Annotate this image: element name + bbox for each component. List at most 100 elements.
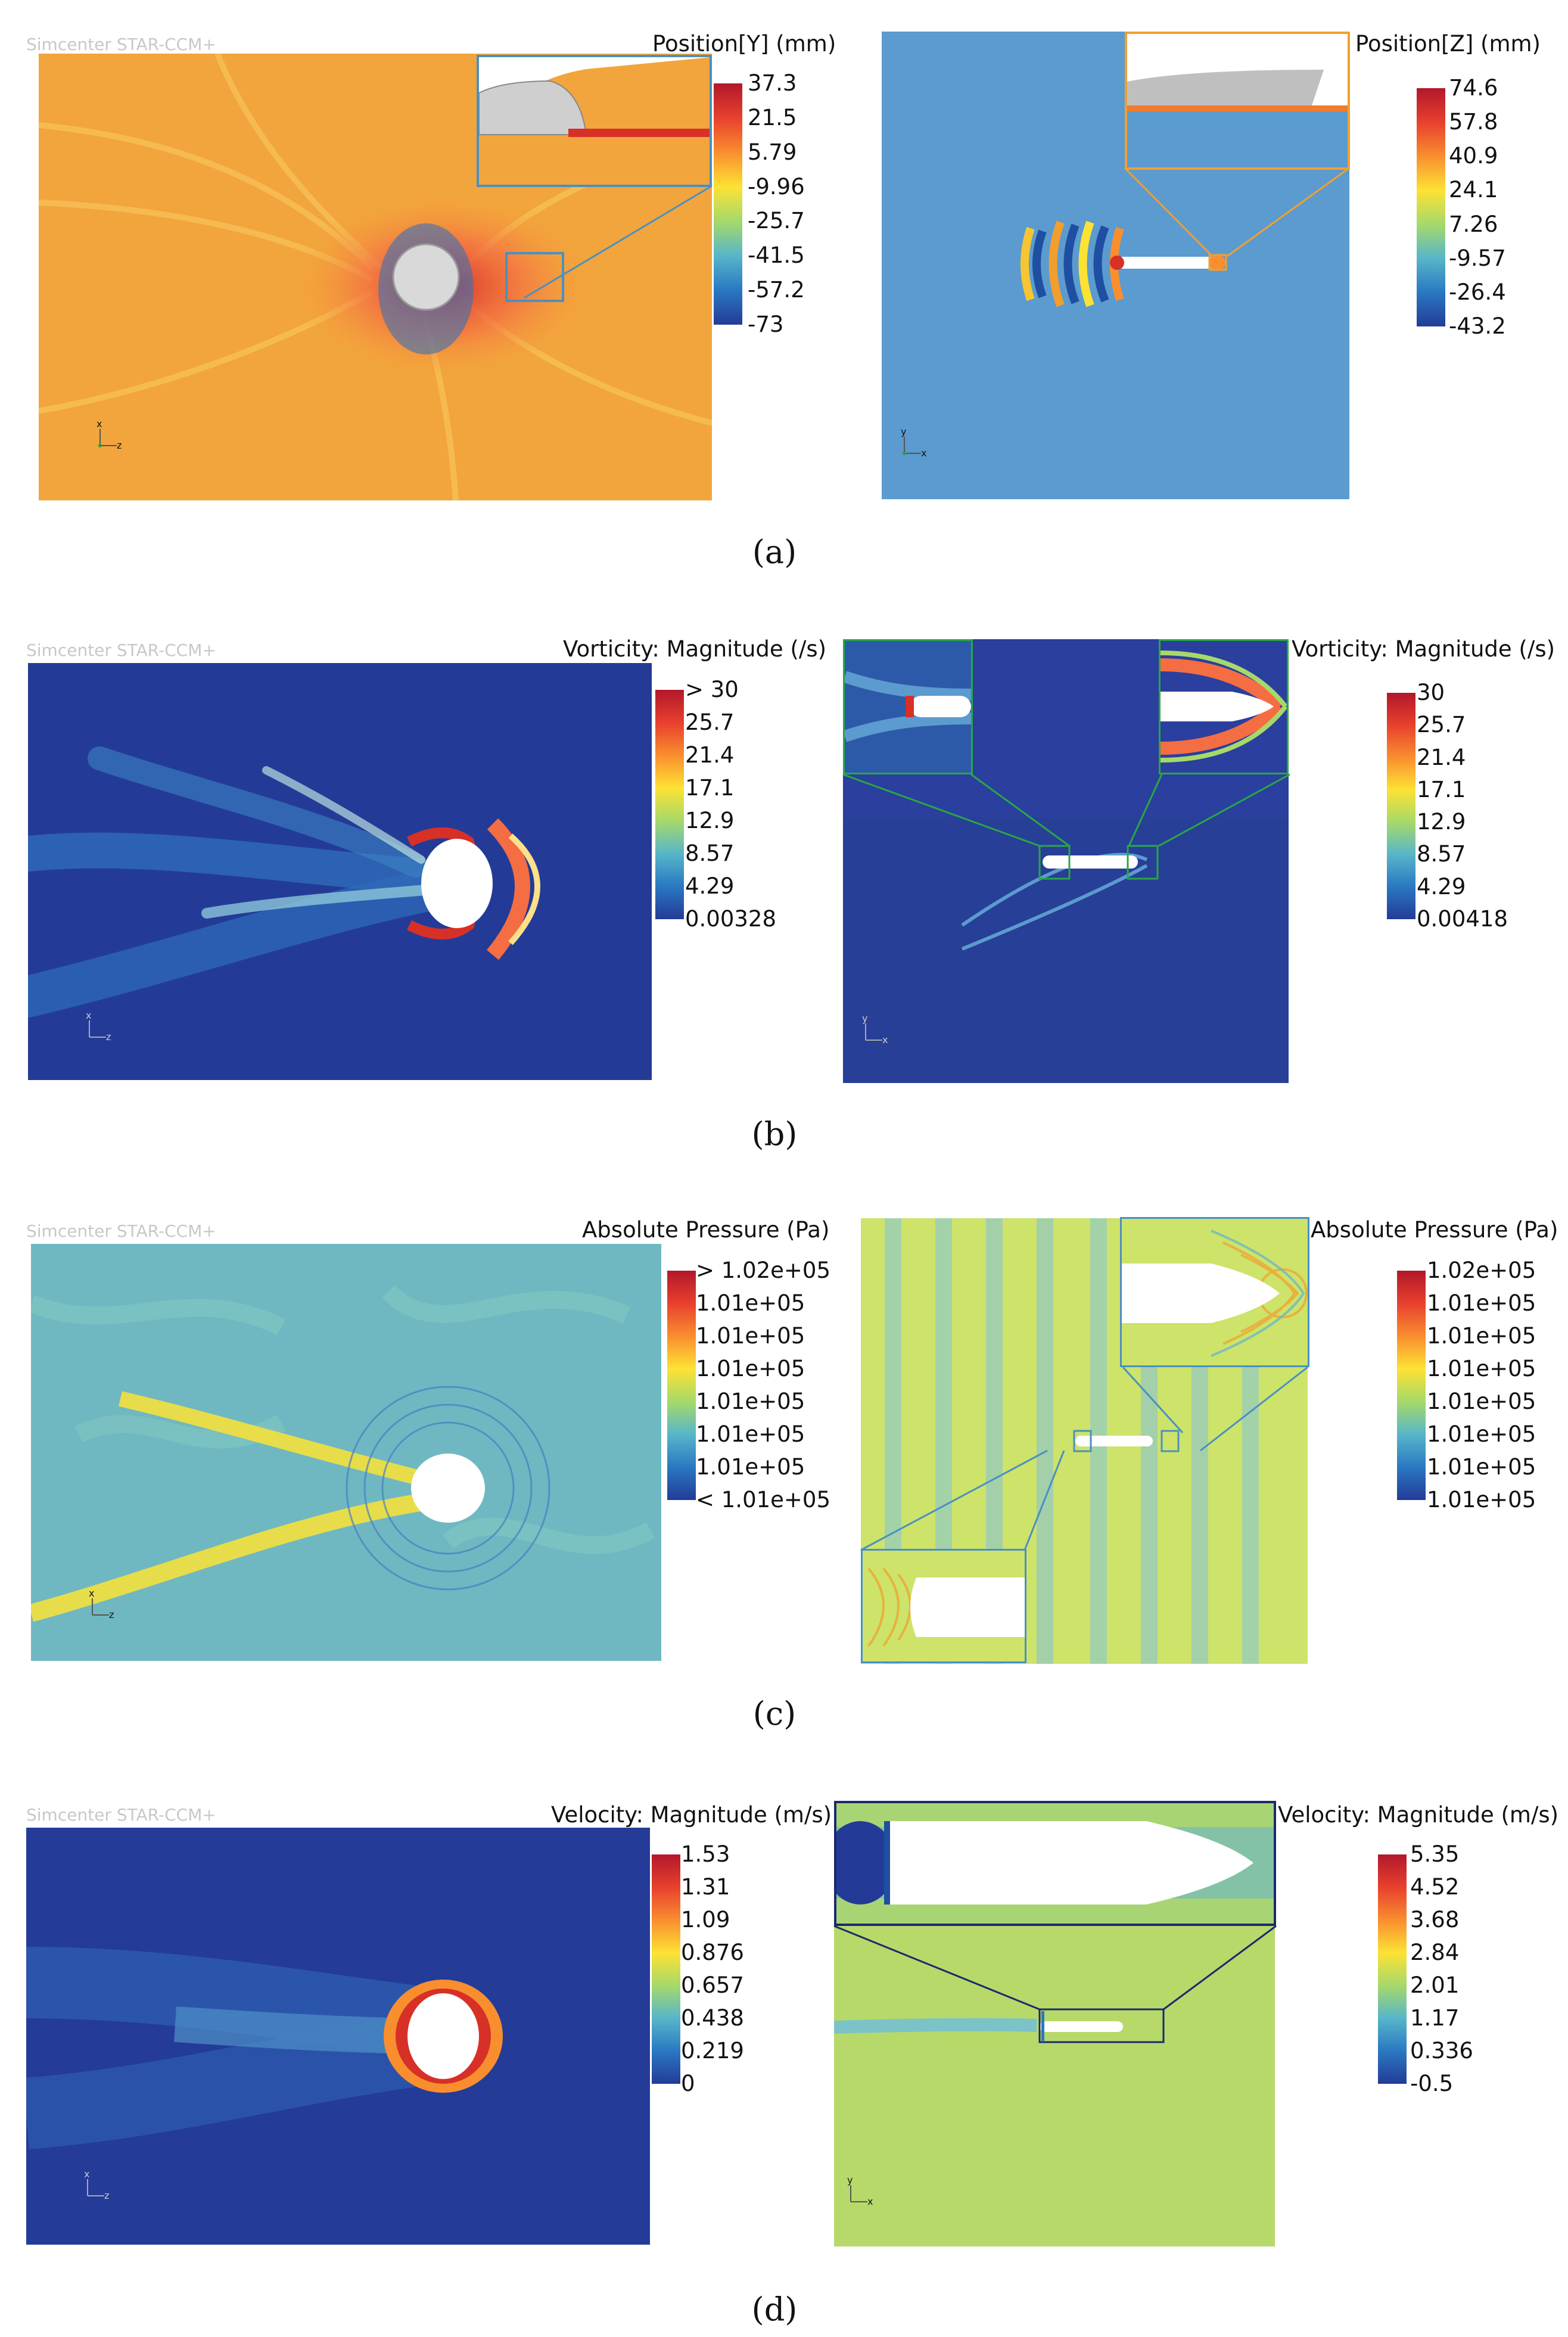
panel-d-left-field xyxy=(26,1828,650,2245)
panel-b-right-inset-left xyxy=(843,639,973,774)
panel-c-left-legend-title: Absolute Pressure (Pa) xyxy=(582,1217,830,1243)
colorbar-tick-label: < 1.01e+05 xyxy=(696,1487,830,1513)
colorbar-tick-label: 37.3 xyxy=(748,70,797,96)
axis-label-a: y xyxy=(862,1013,868,1024)
axes-triad-icon: x z xyxy=(88,1588,115,1620)
panel-a-left-colorbar xyxy=(714,83,742,325)
colorbar-tick-label: -73 xyxy=(748,312,784,337)
colorbar-tick-label: 25.7 xyxy=(1417,712,1466,738)
colorbar-tick-label: 7.26 xyxy=(1449,211,1498,237)
colorbar-tick-label: 0.00328 xyxy=(685,906,777,932)
panel-b-left-legend-title: Vorticity: Magnitude (/s) xyxy=(563,636,827,662)
colorbar-tick-label: 17.1 xyxy=(685,775,735,801)
colorbar-tick-label: 0.336 xyxy=(1410,2038,1473,2064)
panel-a-left-inset-connector xyxy=(524,185,713,299)
colorbar-tick-label: 25.7 xyxy=(685,709,735,735)
colorbar-tick-label: 1.01e+05 xyxy=(1427,1290,1536,1316)
colorbar-tick-label: -43.2 xyxy=(1449,313,1506,339)
colorbar-tick-label: 57.8 xyxy=(1449,109,1498,135)
axis-label-b: x xyxy=(867,2196,873,2207)
colorbar-tick-label: 12.9 xyxy=(1417,809,1466,835)
colorbar-tick-label: 1.17 xyxy=(1410,2005,1460,2031)
colorbar-tick-label: -9.96 xyxy=(748,173,805,200)
panel-a-right-inset xyxy=(1125,32,1350,170)
axis-label-a: x xyxy=(84,2168,90,2180)
colorbar-tick-label: 1.31 xyxy=(681,1874,730,1900)
panel-c-left-field xyxy=(31,1244,661,1661)
colorbar-tick-label: -41.5 xyxy=(748,242,805,269)
axes-triad-icon: y x xyxy=(846,2174,873,2207)
colorbar-tick-label: 1.01e+05 xyxy=(696,1323,805,1349)
colorbar-tick-label: 5.35 xyxy=(1410,1841,1460,1867)
panel-c-left-colorbar xyxy=(667,1271,696,1500)
panel-b-left-field xyxy=(28,663,652,1080)
panel-d-left-colorbar xyxy=(652,1854,680,2084)
axis-label-a: y xyxy=(901,426,907,437)
colorbar-tick-label: -57.2 xyxy=(748,277,805,303)
axes-triad-icon: y x xyxy=(861,1013,888,1045)
colorbar-tick-label: 2.01 xyxy=(1410,1972,1460,1998)
colorbar-tick-label: 1.01e+05 xyxy=(1427,1323,1536,1349)
panel-a-right-inset-connector xyxy=(1124,167,1350,257)
colorbar-tick-label: 21.5 xyxy=(748,104,797,130)
axis-label-a: x xyxy=(86,1010,92,1021)
colorbar-tick-label: 1.09 xyxy=(681,1907,730,1933)
colorbar-tick-label: 12.9 xyxy=(685,808,735,833)
panel-d-left-plot: x z xyxy=(26,1828,650,2245)
panel-c-right-inset-top xyxy=(1120,1217,1309,1367)
colorbar-tick-label: 21.4 xyxy=(1417,744,1466,770)
colorbar-tick-label: 0 xyxy=(681,2071,695,2096)
panel-a-right-colorbar xyxy=(1417,88,1445,326)
axes-triad-icon: x z xyxy=(83,2168,110,2201)
panel-a-left-legend-title: Position[Y] (mm) xyxy=(652,31,836,57)
colorbar-tick-label: 0.876 xyxy=(681,1940,744,1965)
colorbar-tick-label: 21.4 xyxy=(685,742,735,768)
panel-d-right-colorbar xyxy=(1378,1854,1407,2084)
colorbar-tick-label: 1.01e+05 xyxy=(1427,1356,1536,1381)
colorbar-tick-label: 1.01e+05 xyxy=(696,1454,805,1480)
colorbar-tick-label: 1.01e+05 xyxy=(1427,1389,1536,1414)
panel-a-right-legend-title: Position[Z] (mm) xyxy=(1355,31,1541,57)
colorbar-tick-label: 2.84 xyxy=(1410,1940,1460,1965)
colorbar-tick-label: 1.01e+05 xyxy=(696,1389,805,1414)
panel-b-right-colorbar xyxy=(1387,693,1415,919)
panel-c-right-legend-title: Absolute Pressure (Pa) xyxy=(1311,1217,1558,1243)
panel-b-right-inset-right xyxy=(1159,639,1289,774)
colorbar-tick-label: 74.6 xyxy=(1449,75,1498,101)
axes-triad-icon: y x xyxy=(900,426,927,459)
axis-label-a: y xyxy=(847,2174,853,2186)
panel-b-right-legend-title: Vorticity: Magnitude (/s) xyxy=(1292,636,1555,662)
colorbar-tick-label: 1.02e+05 xyxy=(1427,1258,1536,1283)
panel-c-right-colorbar xyxy=(1397,1271,1426,1500)
colorbar-tick-label: 0.657 xyxy=(681,1972,744,1998)
panel-d-right-inset xyxy=(834,1801,1276,1926)
colorbar-tick-label: 40.9 xyxy=(1449,143,1498,169)
colorbar-tick-label: 3.68 xyxy=(1410,1907,1460,1933)
axis-label-b: x xyxy=(882,1034,888,1045)
colorbar-tick-label: 17.1 xyxy=(1417,776,1466,802)
colorbar-tick-label: 1.01e+05 xyxy=(1427,1421,1536,1447)
panel-b-inset-connectors xyxy=(842,773,1290,847)
colorbar-tick-label: > 1.02e+05 xyxy=(696,1258,830,1283)
panel-d-inset-connectors xyxy=(833,1925,1277,2011)
panel-c-right-inset-bottom xyxy=(861,1549,1026,1663)
panel-d-left-legend-title: Velocity: Magnitude (m/s) xyxy=(551,1802,832,1828)
colorbar-tick-label: 4.29 xyxy=(1417,873,1466,900)
colorbar-tick-label: 1.01e+05 xyxy=(1427,1454,1536,1480)
colorbar-tick-label: 0.219 xyxy=(681,2038,744,2064)
panel-c-caption: (c) xyxy=(752,1695,797,1732)
axis-label-b: x xyxy=(921,447,927,459)
colorbar-tick-label: 1.01e+05 xyxy=(1427,1487,1536,1513)
colorbar-tick-label: 8.57 xyxy=(685,841,735,866)
panel-b-caption: (b) xyxy=(751,1115,798,1153)
watermark: Simcenter STAR-CCM+ xyxy=(26,35,216,54)
axis-label-b: z xyxy=(104,2190,110,2201)
panel-b-left-colorbar xyxy=(655,690,684,919)
panel-d-caption: (d) xyxy=(751,2291,798,2328)
colorbar-tick-label: -0.5 xyxy=(1410,2071,1454,2096)
colorbar-tick-label: 0.438 xyxy=(681,2005,744,2031)
colorbar-tick-label: 1.53 xyxy=(681,1841,730,1867)
axis-label-b: z xyxy=(109,1609,114,1620)
colorbar-tick-label: -25.7 xyxy=(748,208,805,234)
axis-label-b: z xyxy=(106,1031,111,1043)
